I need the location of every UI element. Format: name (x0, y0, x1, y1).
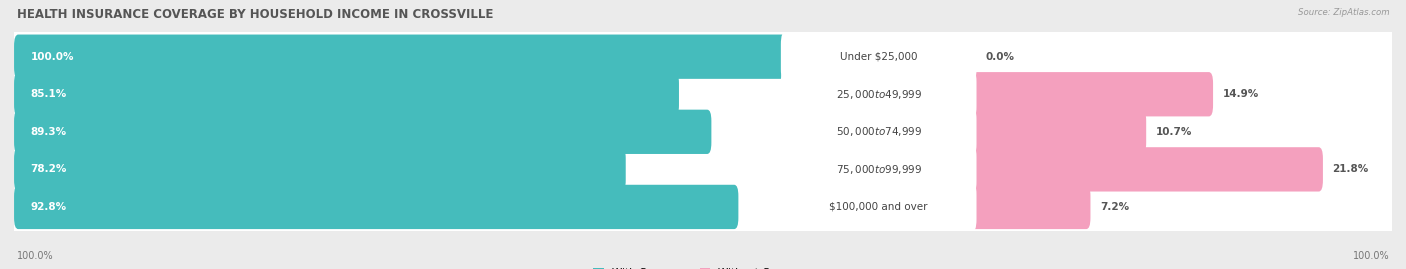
Text: 14.9%: 14.9% (1223, 89, 1258, 99)
FancyBboxPatch shape (13, 139, 1393, 199)
FancyBboxPatch shape (13, 102, 1393, 162)
Text: 78.2%: 78.2% (31, 164, 67, 174)
Text: 7.2%: 7.2% (1099, 202, 1129, 212)
Text: $25,000 to $49,999: $25,000 to $49,999 (835, 88, 922, 101)
Text: 100.0%: 100.0% (17, 251, 53, 261)
Legend: With Coverage, Without Coverage: With Coverage, Without Coverage (589, 264, 817, 269)
FancyBboxPatch shape (967, 110, 1146, 154)
FancyBboxPatch shape (14, 72, 679, 116)
Text: $100,000 and over: $100,000 and over (830, 202, 928, 212)
FancyBboxPatch shape (13, 64, 1393, 124)
Text: Under $25,000: Under $25,000 (839, 52, 918, 62)
Text: 21.8%: 21.8% (1333, 164, 1369, 174)
FancyBboxPatch shape (967, 147, 1323, 192)
FancyBboxPatch shape (13, 27, 1393, 87)
FancyBboxPatch shape (780, 31, 977, 82)
FancyBboxPatch shape (14, 185, 738, 229)
Text: 0.0%: 0.0% (986, 52, 1015, 62)
FancyBboxPatch shape (13, 177, 1393, 237)
Text: 89.3%: 89.3% (31, 127, 66, 137)
Text: 85.1%: 85.1% (31, 89, 67, 99)
Text: 10.7%: 10.7% (1156, 127, 1192, 137)
FancyBboxPatch shape (967, 185, 1091, 229)
Text: 100.0%: 100.0% (31, 52, 75, 62)
Text: 92.8%: 92.8% (31, 202, 66, 212)
FancyBboxPatch shape (780, 144, 977, 195)
FancyBboxPatch shape (14, 147, 626, 192)
FancyBboxPatch shape (14, 110, 711, 154)
Text: 100.0%: 100.0% (1353, 251, 1389, 261)
Text: $75,000 to $99,999: $75,000 to $99,999 (835, 163, 922, 176)
FancyBboxPatch shape (780, 106, 977, 157)
FancyBboxPatch shape (780, 69, 977, 120)
FancyBboxPatch shape (780, 181, 977, 232)
FancyBboxPatch shape (967, 72, 1213, 116)
FancyBboxPatch shape (14, 34, 794, 79)
Text: $50,000 to $74,999: $50,000 to $74,999 (835, 125, 922, 138)
Text: HEALTH INSURANCE COVERAGE BY HOUSEHOLD INCOME IN CROSSVILLE: HEALTH INSURANCE COVERAGE BY HOUSEHOLD I… (17, 8, 494, 21)
Text: Source: ZipAtlas.com: Source: ZipAtlas.com (1298, 8, 1389, 17)
